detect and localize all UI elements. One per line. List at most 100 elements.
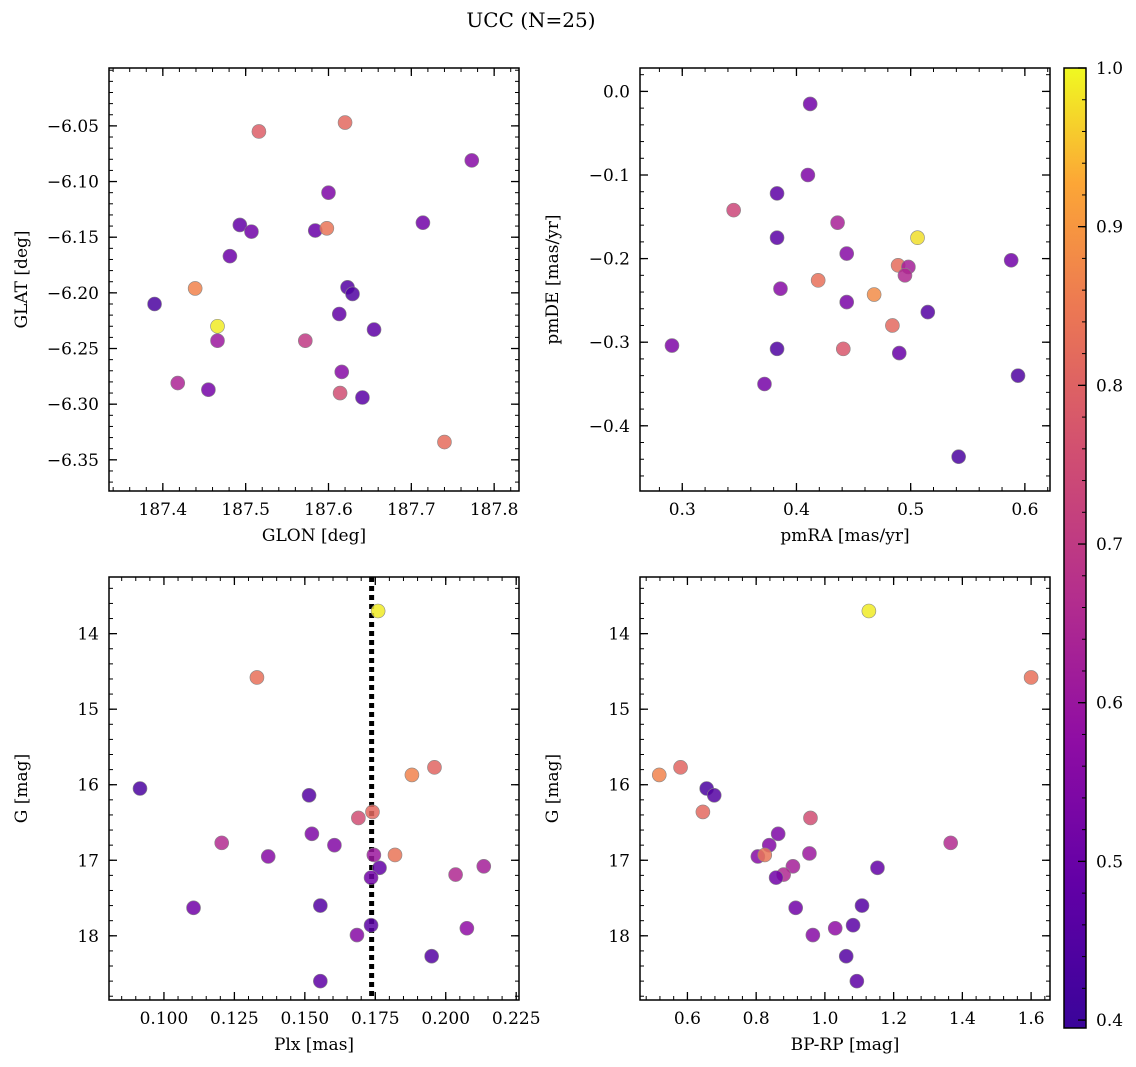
data-point	[1010, 368, 1026, 383]
x-tick-label: 0.6	[1011, 500, 1038, 520]
x-tick-label: 0.150	[281, 1009, 330, 1029]
data-point	[802, 96, 818, 112]
data-point	[706, 787, 722, 803]
y-tick-label: 15	[608, 700, 630, 720]
y-tick-label: −0.1	[589, 166, 630, 186]
data-point	[673, 760, 688, 775]
colorbar-tick-label: 1.0	[1096, 59, 1123, 79]
y-tick-label: 17	[608, 851, 630, 871]
data-point	[757, 847, 773, 863]
x-axis-label: pmRA [mas/yr]	[780, 526, 909, 546]
y-tick-label: −0.3	[589, 333, 630, 353]
data-point	[1003, 252, 1019, 268]
x-tick-label: 0.5	[897, 500, 924, 520]
colorbar: 0.4 0.5 0.6 0.7 0.8 0.9 1.0	[1063, 59, 1123, 1031]
data-point	[664, 338, 680, 353]
data-point	[351, 810, 366, 826]
x-tick-label: 187.7	[387, 500, 436, 520]
data-point	[319, 220, 335, 236]
x-tick-label: 187.8	[470, 500, 519, 520]
data-point	[448, 867, 463, 882]
data-point	[800, 167, 816, 183]
x-tick-label: 1.4	[949, 1009, 976, 1029]
x-tick-label: 0.6	[674, 1009, 701, 1029]
data-point	[313, 973, 328, 989]
data-point	[244, 224, 259, 239]
y-tick-label: −6.10	[47, 173, 99, 193]
data-point	[769, 230, 785, 246]
x-tick-label: 187.4	[139, 500, 188, 520]
data-point	[345, 286, 360, 302]
figure-title: UCC (N=25)	[466, 8, 595, 32]
x-tick-label: 0.200	[421, 1009, 470, 1029]
data-point	[830, 215, 845, 230]
data-point	[404, 767, 420, 783]
y-tick-label: −0.2	[589, 250, 630, 270]
axes-frame	[639, 67, 1051, 492]
colorbar-tick-label: 0.9	[1096, 218, 1123, 238]
data-point	[861, 603, 877, 619]
data-point	[943, 835, 958, 851]
axes-frame	[108, 576, 520, 1001]
data-point	[366, 847, 382, 863]
y-tick-label: 18	[77, 927, 99, 947]
x-tick-label: 0.3	[669, 500, 696, 520]
data-point	[327, 837, 342, 853]
data-point	[768, 870, 784, 885]
y-tick-label: −6.05	[47, 117, 99, 137]
data-point	[770, 826, 786, 842]
data-point	[838, 948, 854, 964]
x-tick-label: 187.6	[304, 500, 353, 520]
colorbar-gradient	[1064, 68, 1086, 1028]
x-tick-label: 187.5	[221, 500, 270, 520]
data-point	[304, 826, 320, 842]
data-point	[891, 345, 907, 361]
data-point	[769, 341, 785, 357]
data-point	[835, 341, 851, 357]
colorbar-frame	[1063, 67, 1087, 1029]
y-tick-label: 17	[77, 851, 99, 871]
y-tick-label: −6.30	[47, 395, 99, 415]
data-point	[187, 281, 203, 296]
panel-3: 0.100 0.125 0.150 0.175 0.200 0.225 14 15 16 17 18…	[12, 576, 541, 1055]
data-point	[365, 804, 380, 820]
y-tick-label: 0.0	[603, 82, 630, 102]
y-tick-label: 14	[77, 625, 99, 645]
data-point	[845, 917, 861, 933]
data-point	[337, 115, 353, 130]
y-tick-label: −6.15	[47, 228, 99, 248]
data-point	[897, 268, 913, 283]
data-point	[885, 318, 900, 333]
panel-4: 0.6 0.8 1.0 1.2 1.4 1.6 14 15 16 17 18 BP-RP [mag] G…	[543, 576, 1051, 1055]
x-axis-label: BP-RP [mag]	[791, 1035, 900, 1055]
data-point	[1023, 670, 1039, 685]
colorbar-tick-label: 0.7	[1096, 535, 1123, 555]
x-tick-label: 0.125	[210, 1009, 259, 1029]
data-point	[186, 900, 201, 916]
colorbar-tick-label: 0.6	[1096, 694, 1123, 714]
data-point	[301, 787, 317, 803]
data-point	[363, 917, 379, 933]
y-axis-label: G [mag]	[543, 754, 563, 823]
data-point	[387, 847, 403, 863]
data-point	[757, 376, 772, 392]
data-point	[355, 390, 370, 405]
data-point	[651, 767, 667, 783]
data-point	[222, 248, 238, 264]
data-point	[839, 294, 855, 310]
y-tick-label: −6.35	[47, 451, 99, 471]
x-tick-label: 1.2	[880, 1009, 907, 1029]
data-point	[464, 153, 480, 168]
data-point	[866, 287, 882, 302]
data-point	[839, 246, 855, 261]
data-point	[321, 185, 336, 200]
y-tick-label: −0.4	[589, 417, 630, 437]
data-point	[349, 927, 365, 943]
data-point	[849, 973, 865, 989]
data-point	[870, 860, 885, 876]
data-point	[802, 846, 817, 861]
data-point	[298, 333, 313, 349]
y-tick-label: −6.20	[47, 284, 99, 304]
data-point	[201, 382, 216, 398]
data-point	[854, 898, 870, 913]
